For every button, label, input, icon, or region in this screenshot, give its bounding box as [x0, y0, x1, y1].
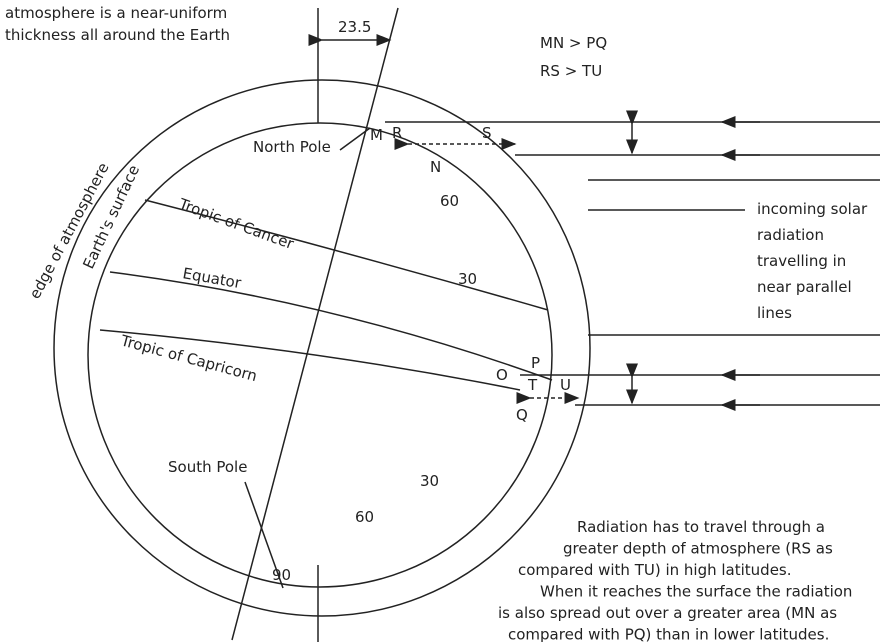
point: P [531, 354, 540, 372]
latitude: 30 [458, 270, 477, 288]
leader [339, 127, 371, 151]
equator [109, 271, 553, 381]
point: U [560, 376, 571, 394]
leader [244, 481, 284, 589]
explanation: compared with PQ) than in lower latitude… [508, 626, 829, 642]
angle: 23.5 [338, 18, 371, 36]
label: North Pole [253, 138, 331, 156]
label: Tropic of Cancer [176, 195, 297, 254]
side-note: incoming solar [757, 200, 868, 218]
explanation: compared with TU) in high latitudes. [518, 561, 792, 579]
relation: RS > TU [540, 62, 602, 80]
note: thickness all around the Earth [5, 26, 230, 44]
point: S [482, 124, 492, 142]
axis [231, 7, 399, 641]
point: O [496, 366, 508, 384]
point: T [527, 376, 538, 394]
side-note: lines [757, 304, 792, 322]
latitude: 30 [420, 472, 439, 490]
note: atmosphere is a near-uniform [5, 4, 227, 22]
latitude: 60 [440, 192, 459, 210]
explanation: is also spread out over a greater area (… [498, 604, 837, 622]
side-note: near parallel [757, 278, 852, 296]
latitude: 90 [272, 566, 291, 584]
side-note: travelling in [757, 252, 846, 270]
atmosphere-edge [53, 79, 591, 617]
point: Q [516, 406, 528, 424]
relation: MN > PQ [540, 34, 607, 52]
tropic-capricorn [99, 329, 521, 391]
latitude: 60 [355, 508, 374, 526]
explanation: When it reaches the surface the radiatio… [540, 583, 852, 601]
tropic-cancer [144, 199, 549, 311]
explanation: Radiation has to travel through a [577, 518, 825, 536]
explanation: greater depth of atmosphere (RS as [563, 540, 833, 558]
earth-surface [87, 122, 553, 588]
point: N [430, 158, 441, 176]
side-note: radiation [757, 226, 824, 244]
label: South Pole [168, 458, 247, 476]
point: R [392, 124, 402, 142]
point: M [370, 126, 383, 144]
